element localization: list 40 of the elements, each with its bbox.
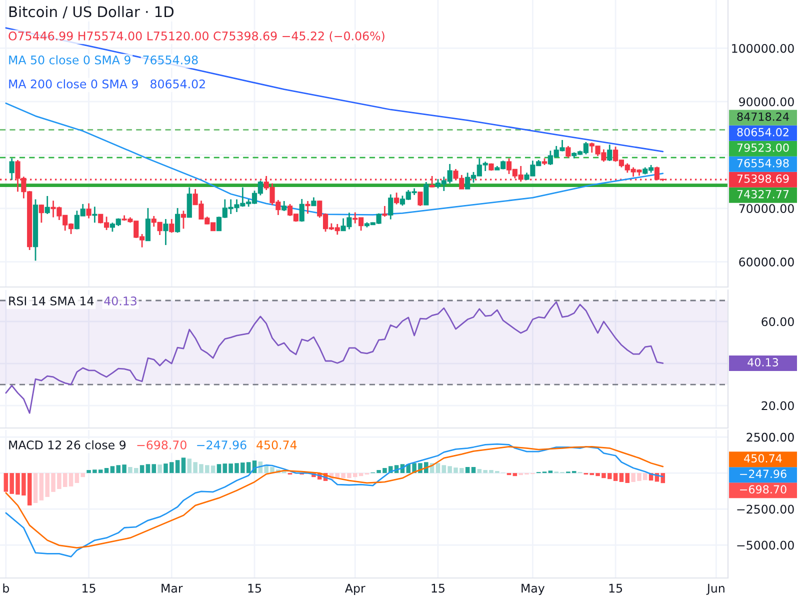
x-tick-label: May	[522, 584, 545, 595]
annotation: −247.96	[197, 440, 246, 450]
series-label: MA 200 close 0 SMA 9	[9, 79, 138, 88]
annotation: 76554.98	[143, 55, 198, 64]
text: −247.96	[740, 470, 786, 478]
y-tick-label: 100000.00	[732, 44, 794, 53]
x-tick-label: 15	[248, 584, 261, 593]
ref-line-label: 84718.24	[737, 112, 789, 121]
x-tick-label: Mar	[162, 584, 183, 593]
text: MACD 12 26 close 9	[9, 440, 126, 450]
chart-title: RSI 14 SMA 14	[9, 296, 94, 306]
annotation: 40.13	[104, 296, 136, 306]
y-tick-label: 60.00	[762, 317, 794, 326]
text: −698.70	[740, 485, 786, 494]
x-tick-label: 15	[432, 584, 444, 593]
text: 76554.98	[737, 158, 789, 168]
annotation: O75446.99 H75574.00 L75120.00 C75398.69 −45.22 (−0.06%)	[8, 31, 384, 42]
x-tick-label: 15	[609, 584, 622, 593]
x-tick-label: Jun	[706, 584, 724, 595]
annotation: 80654.02	[150, 79, 205, 88]
y-tick-label: 90000.00	[739, 97, 794, 106]
text: 80654.02	[737, 128, 788, 136]
text: MA 50 close 0 SMA 9	[9, 55, 130, 64]
y-tick-label: 2500.00	[746, 432, 794, 442]
ref-line-label: 79523.00	[737, 143, 789, 152]
y-tick-label: −5000.00	[737, 540, 794, 550]
x-tick-label: b	[3, 584, 10, 593]
text: 450.74	[744, 454, 782, 463]
y-tick-label: 70000.00	[739, 204, 794, 214]
text: 40.13	[748, 358, 778, 366]
y-tick-label: 60000.00	[739, 258, 794, 266]
y-tick-label: −2500.00	[737, 504, 794, 514]
x-tick-label: 15	[82, 584, 96, 593]
annotation: 450.74	[256, 440, 297, 450]
chart-title: Bitcoin / US Dollar · 1D	[9, 6, 174, 18]
x-tick-label: Apr	[345, 584, 366, 595]
ref-line-label: 75398.69	[737, 174, 789, 183]
annotation: −698.70	[137, 440, 186, 450]
ref-line-label: 74327.77	[737, 190, 789, 198]
y-tick-label: 20.00	[762, 401, 794, 410]
